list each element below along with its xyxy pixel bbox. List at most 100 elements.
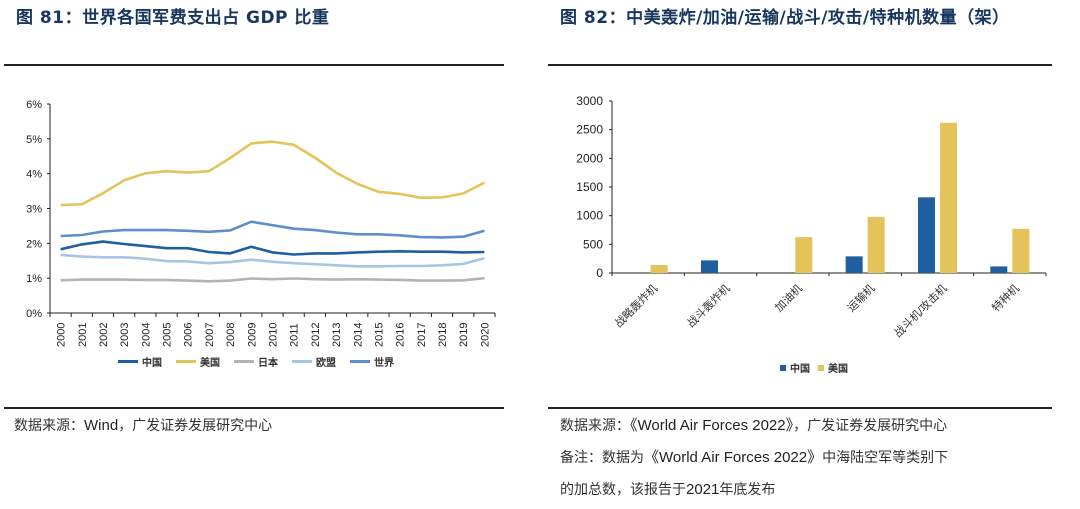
legend-label: 美国: [200, 358, 220, 369]
legend-item: 日本: [234, 354, 278, 369]
series-line-日本: [60, 276, 485, 283]
legend-swatch: [780, 364, 786, 371]
bar-chart: 0 500 1000 1500 2000 2500 3000 战略轰炸机 战斗轰炸机 加油机 运输机…: [576, 94, 1047, 340]
bar-中国: [845, 256, 863, 273]
source-prefix: 数据来源：: [14, 418, 84, 434]
x-tick-label: 2006: [183, 323, 195, 347]
source-suffix: ，广发证券发展研究中心: [118, 418, 273, 434]
figure-81-title: 图 81：世界各国军费支出占 GDP 比重: [16, 8, 330, 28]
x-tick-label: 2009: [246, 323, 258, 347]
legend-item: 中国: [780, 360, 810, 375]
x-tick-label: 2002: [98, 323, 110, 347]
y-tick-label: 0: [596, 266, 603, 280]
x-tick-label: 2004: [140, 323, 152, 347]
bar-美国: [940, 122, 957, 273]
x-tick-label: 2003: [119, 323, 131, 347]
x-tick-label: 2005: [162, 323, 174, 347]
x-tick-label: 2001: [77, 323, 89, 347]
x-tick-label: 2020: [479, 323, 491, 347]
source-divider: [4, 407, 504, 409]
legend-label: 日本: [258, 358, 278, 369]
legend-label: 美国: [828, 364, 848, 375]
remark-mid: 中海陆空军等类别下: [822, 450, 949, 466]
remark-line: 备注：数据为《World Air Forces 2022》中海陆空军等类别下: [560, 442, 1070, 474]
bar-美国: [795, 237, 813, 273]
x-tick-label: 运输机: [844, 281, 877, 314]
x-tick-label: 2008: [225, 323, 237, 347]
legend-line-swatch: [292, 360, 312, 363]
x-tick-label: 2011: [289, 323, 301, 347]
legend-line-swatch: [350, 360, 370, 363]
y-tick-label: 5%: [26, 134, 42, 146]
x-tick-label: 2018: [437, 323, 449, 347]
title-divider: [548, 64, 1052, 66]
y-tick-label: 4%: [26, 169, 42, 181]
legend-line-swatch: [234, 360, 254, 363]
legend-line-swatch: [176, 360, 196, 363]
x-tick-label: 2015: [373, 323, 385, 347]
y-tick-label: 2500: [576, 123, 603, 137]
y-tick-label: 1500: [576, 180, 603, 194]
legend-label: 中国: [142, 358, 162, 369]
legend-item: 欧盟: [292, 354, 336, 369]
y-tick-label: 1000: [576, 209, 603, 223]
bar-中国: [990, 266, 1008, 273]
line-chart: 0% 1% 2% 3% 4% 5% 6% 2000 2001 2002 2003 2004 2005 20…: [26, 99, 496, 347]
y-tick-label: 2%: [26, 238, 42, 250]
x-tick-label: 2016: [395, 323, 407, 347]
x-tick-label: 2017: [416, 323, 428, 347]
y-tick-label: 1%: [26, 273, 42, 285]
bar-中国: [701, 260, 718, 273]
x-tick-label: 特种机: [989, 281, 1022, 314]
x-tick-label: 2014: [352, 323, 364, 347]
y-tick-label: 2000: [576, 151, 603, 165]
x-tick-label: 战略轰炸机: [611, 281, 660, 330]
legend-label: 世界: [374, 358, 394, 369]
x-tick-label: 2013: [331, 323, 343, 347]
legend-label: 欧盟: [316, 358, 336, 369]
source-divider: [548, 407, 1052, 409]
source-name: Wind: [84, 417, 119, 434]
source-suffix: ，广发证券发展研究中心: [793, 418, 948, 434]
remark-line2-b: 年底发布: [719, 482, 776, 498]
y-tick-label: 3000: [576, 94, 603, 108]
figure-82-source: 数据来源：《World Air Forces 2022》，广发证券发展研究中心 …: [560, 410, 1070, 506]
remark-year: 2021: [686, 481, 720, 498]
x-tick-label: 战斗机/攻击机: [891, 281, 950, 340]
legend-line-swatch: [118, 360, 138, 363]
bar-美国: [867, 216, 885, 273]
remark-line2-a: 的加总数，该报告于: [560, 482, 686, 498]
source-name: 《World Air Forces 2022》: [630, 417, 794, 434]
source-line: 数据来源：《World Air Forces 2022》，广发证券发展研究中心: [560, 410, 1070, 442]
series-line-中国: [60, 240, 485, 256]
x-tick-label: 2010: [268, 323, 280, 347]
legend-item: 美国: [818, 360, 848, 375]
bar-美国: [1012, 228, 1030, 273]
x-tick-label: 2007: [204, 323, 216, 347]
title-divider: [4, 64, 504, 66]
figure-82-title: 图 82：中美轰炸/加油/运输/战斗/攻击/特种机数量（架）: [560, 8, 1010, 28]
remark-line-2: 的加总数，该报告于2021年底发布: [560, 474, 1070, 506]
series-line-世界: [60, 220, 485, 239]
legend-label: 中国: [790, 364, 810, 375]
remark-prefix: 备注：数据为: [560, 450, 644, 466]
bar-chart-legend: 中国 美国: [780, 360, 856, 375]
y-tick-label: 0%: [26, 308, 42, 320]
x-tick-label: 2019: [458, 323, 470, 347]
y-tick-label: 500: [583, 237, 603, 251]
y-tick-label: 3%: [26, 204, 42, 216]
source-prefix: 数据来源：: [560, 418, 630, 434]
figure-81-source: 数据来源：Wind，广发证券发展研究中心: [14, 410, 272, 442]
legend-item: 中国: [118, 354, 162, 369]
y-tick-label: 6%: [26, 99, 42, 111]
legend-swatch: [818, 364, 824, 371]
bar-中国: [918, 197, 935, 273]
x-tick-label: 战斗轰炸机: [684, 281, 733, 330]
series-line-欧盟: [60, 253, 485, 268]
x-tick-label: 加油机: [772, 281, 805, 314]
legend-item: 世界: [350, 354, 394, 369]
remark-source: 《World Air Forces 2022》: [644, 449, 823, 466]
line-chart-legend: 中国 美国 日本 欧盟 世界: [118, 354, 408, 369]
x-tick-label: 2000: [56, 323, 68, 347]
legend-item: 美国: [176, 354, 220, 369]
